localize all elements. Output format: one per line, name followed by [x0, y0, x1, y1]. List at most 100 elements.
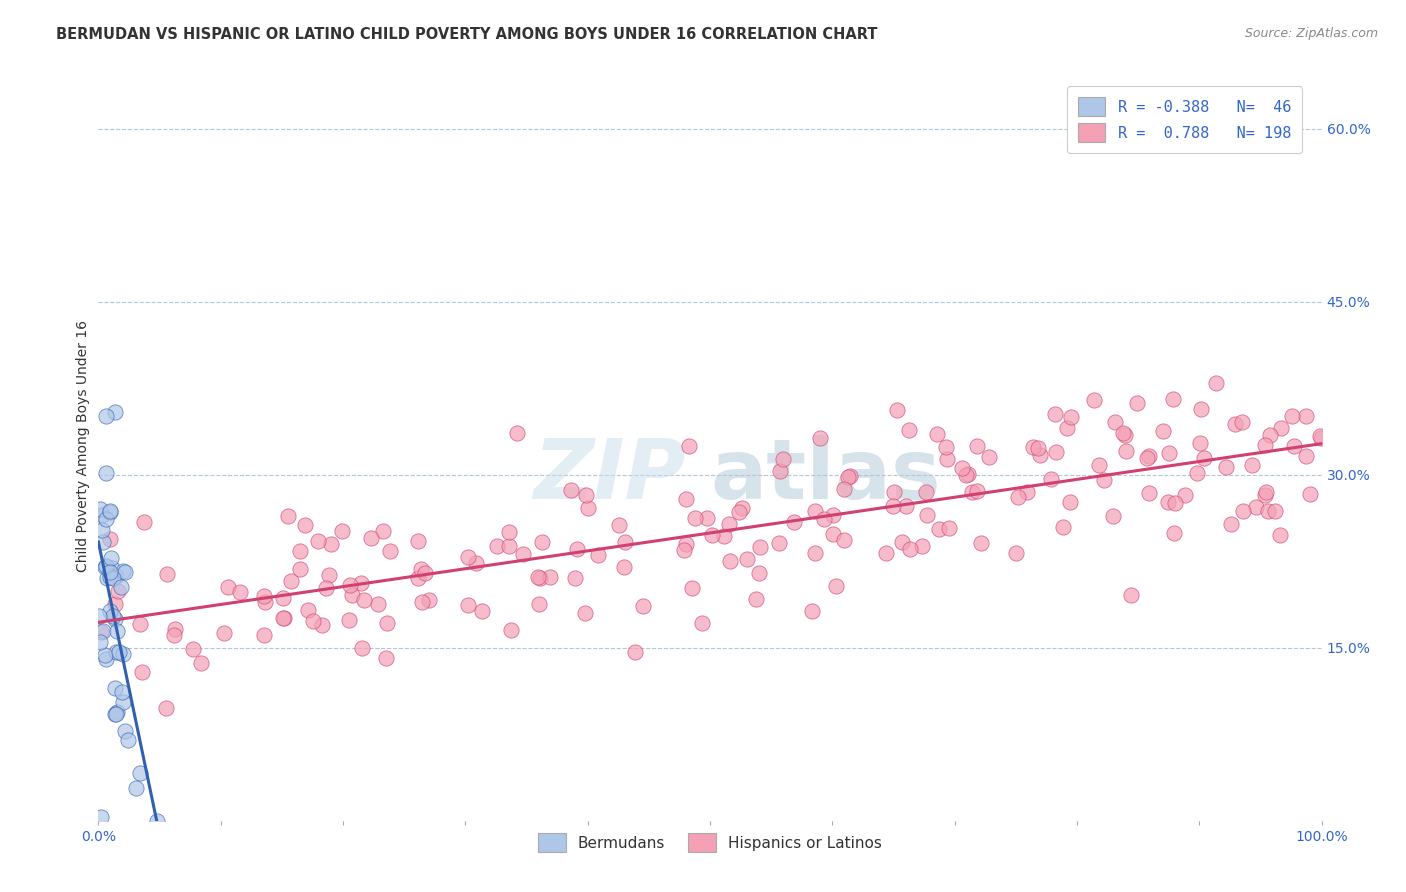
Point	[107, 645, 129, 659]
Point	[1059, 495, 1081, 509]
Point	[1253, 437, 1275, 451]
Point	[1298, 487, 1320, 501]
Point	[90, 624, 112, 639]
Point	[1136, 450, 1159, 465]
Point	[690, 615, 713, 630]
Point	[769, 464, 792, 478]
Point	[288, 544, 311, 558]
Point	[970, 536, 993, 550]
Point	[564, 571, 586, 585]
Point	[560, 483, 582, 498]
Point	[311, 617, 333, 632]
Point	[217, 580, 239, 594]
Point	[898, 542, 921, 557]
Point	[1157, 495, 1180, 509]
Point	[105, 624, 128, 638]
Point	[938, 521, 960, 535]
Point	[1126, 395, 1149, 409]
Point	[100, 550, 122, 565]
Point	[1268, 528, 1291, 542]
Point	[350, 575, 373, 590]
Point	[1164, 496, 1187, 510]
Point	[512, 547, 534, 561]
Point	[1253, 488, 1275, 502]
Point	[1223, 417, 1246, 431]
Point	[718, 516, 741, 531]
Point	[1295, 450, 1317, 464]
Point	[565, 542, 588, 557]
Point	[966, 484, 988, 499]
Point	[1115, 444, 1137, 458]
Point	[898, 424, 921, 438]
Point	[301, 614, 323, 628]
Point	[93, 560, 115, 574]
Point	[675, 537, 697, 551]
Point	[1137, 486, 1160, 500]
Point	[768, 535, 790, 549]
Point	[808, 431, 831, 445]
Point	[114, 565, 136, 579]
Point	[813, 512, 835, 526]
Point	[1043, 407, 1066, 421]
Point	[718, 554, 741, 568]
Point	[1254, 484, 1277, 499]
Point	[531, 534, 554, 549]
Point	[98, 605, 121, 619]
Point	[307, 534, 329, 549]
Point	[101, 609, 124, 624]
Point	[471, 604, 494, 618]
Point	[129, 766, 152, 780]
Point	[378, 544, 401, 558]
Point	[111, 695, 134, 709]
Point	[1230, 416, 1253, 430]
Point	[800, 604, 823, 618]
Point	[315, 581, 337, 595]
Point	[1039, 472, 1062, 486]
Point	[98, 532, 121, 546]
Point	[1137, 449, 1160, 463]
Point	[411, 562, 433, 576]
Point	[273, 611, 295, 625]
Point	[1007, 490, 1029, 504]
Point	[772, 451, 794, 466]
Point	[731, 501, 754, 516]
Point	[190, 656, 212, 670]
Point	[1219, 516, 1241, 531]
Point	[111, 685, 134, 699]
Point	[1119, 588, 1142, 602]
Point	[1083, 392, 1105, 407]
Point	[98, 565, 121, 579]
Point	[1264, 504, 1286, 518]
Point	[94, 512, 117, 526]
Point	[1282, 439, 1305, 453]
Point	[1028, 448, 1050, 462]
Point	[271, 591, 294, 606]
Point	[367, 597, 389, 611]
Point	[882, 499, 904, 513]
Point	[804, 545, 827, 559]
Point	[91, 624, 114, 638]
Point	[104, 597, 127, 611]
Point	[1026, 441, 1049, 455]
Text: atlas: atlas	[710, 435, 941, 516]
Point	[538, 570, 561, 584]
Point	[418, 593, 440, 607]
Point	[678, 439, 700, 453]
Point	[614, 535, 637, 549]
Point	[1157, 446, 1180, 460]
Point	[837, 470, 859, 484]
Point	[935, 440, 957, 454]
Point	[957, 467, 980, 482]
Point	[340, 588, 363, 602]
Point	[96, 558, 118, 573]
Point	[977, 450, 1000, 464]
Point	[633, 599, 655, 614]
Text: Source: ZipAtlas.com: Source: ZipAtlas.com	[1244, 27, 1378, 40]
Point	[1161, 392, 1184, 407]
Point	[337, 613, 360, 627]
Y-axis label: Child Poverty Among Boys Under 16: Child Poverty Among Boys Under 16	[76, 320, 90, 572]
Point	[253, 589, 276, 603]
Point	[588, 548, 610, 562]
Point	[131, 665, 153, 679]
Legend: Bermudans, Hispanics or Latinos: Bermudans, Hispanics or Latinos	[531, 827, 889, 858]
